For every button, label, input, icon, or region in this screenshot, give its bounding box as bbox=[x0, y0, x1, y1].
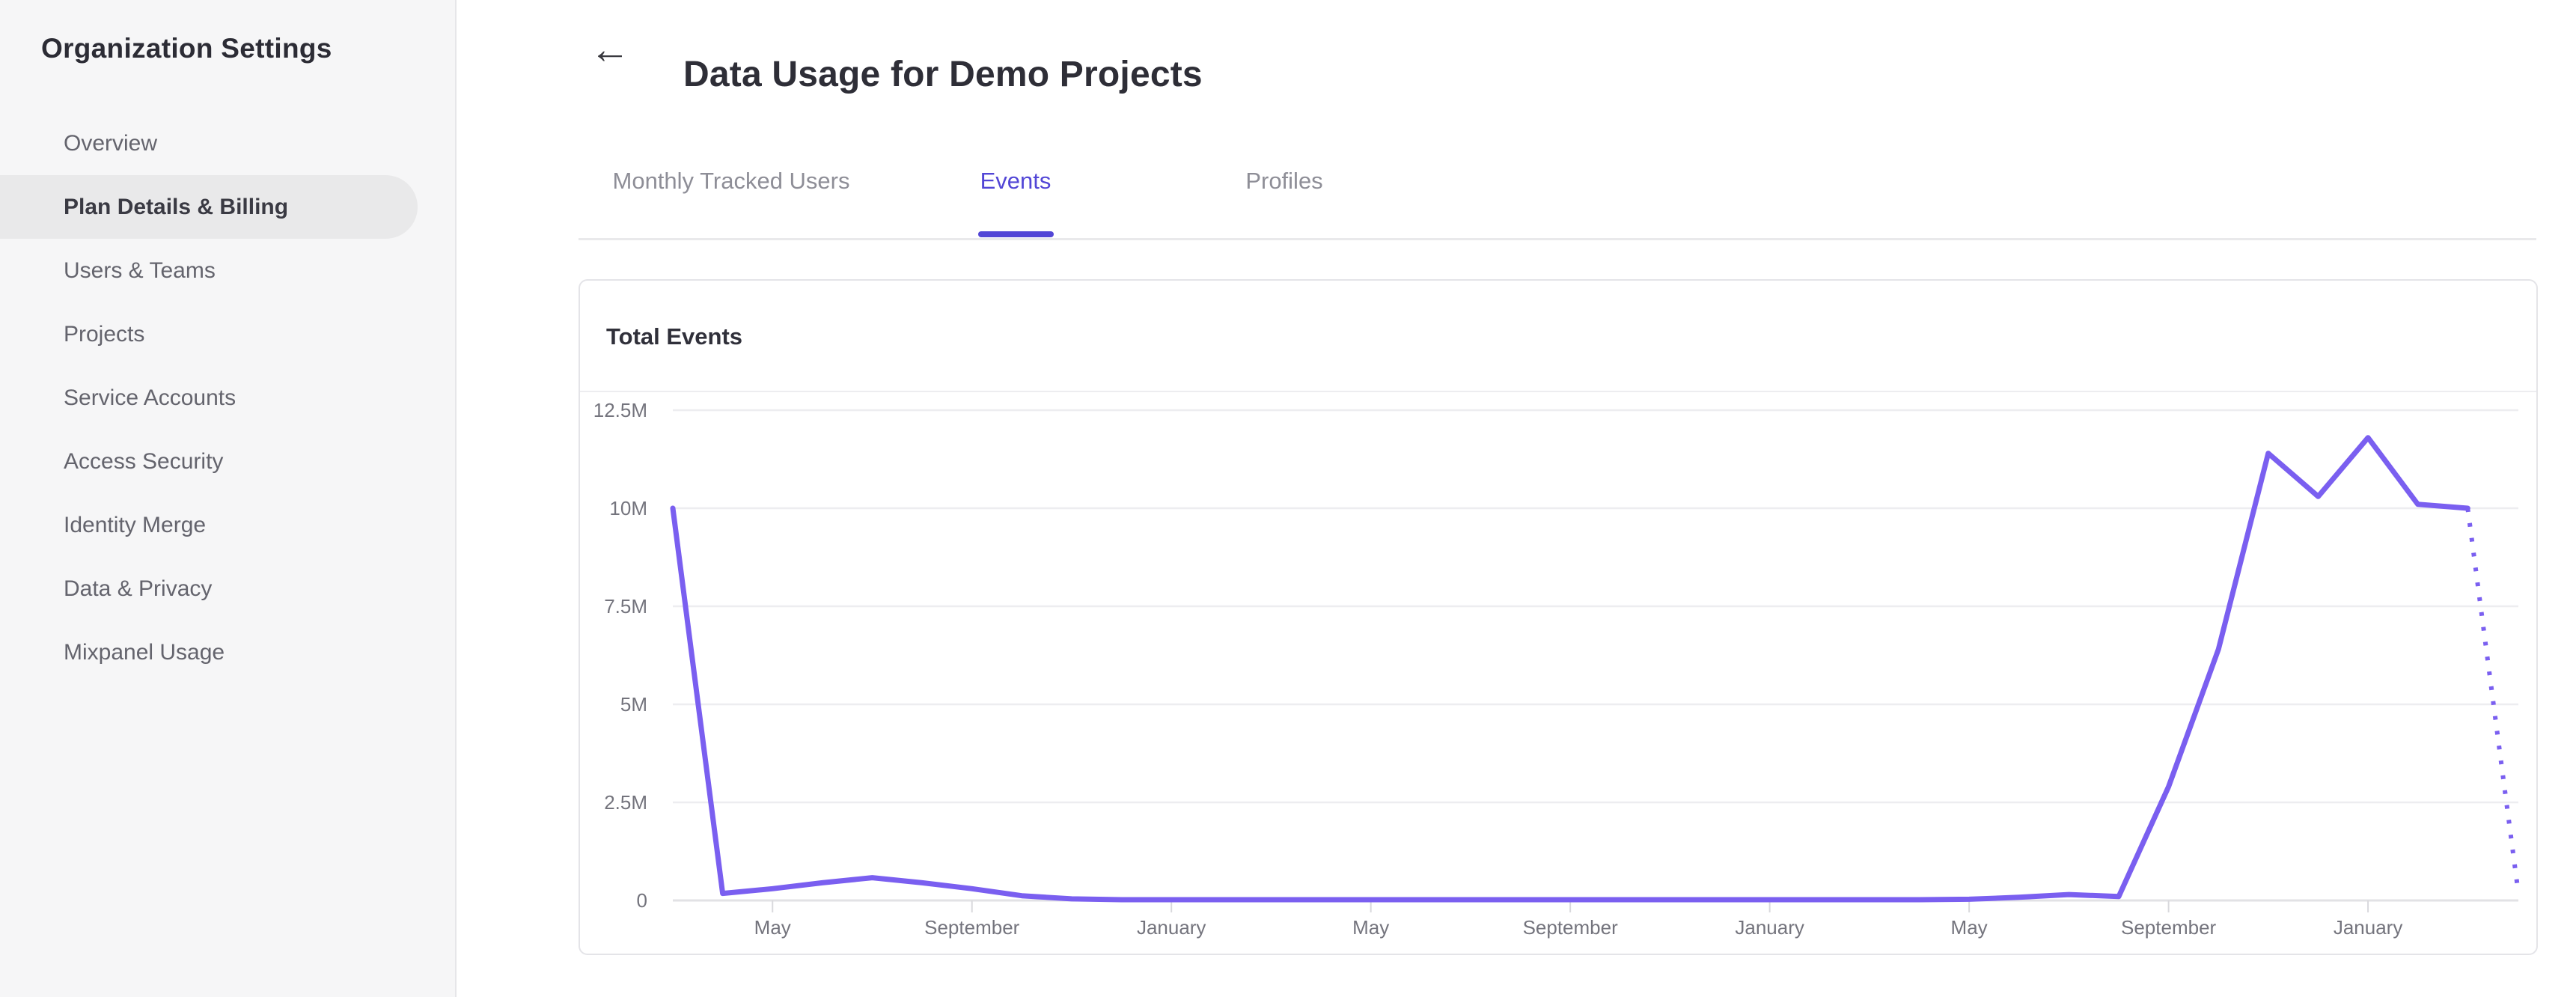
sidebar-item-plan-details-billing[interactable]: Plan Details & Billing bbox=[0, 175, 418, 239]
sidebar: Organization Settings Overview Plan Deta… bbox=[0, 0, 457, 997]
x-axis-label: May bbox=[1352, 916, 1389, 939]
total-events-line-chart: 12.5M 10M 7.5M 5M 2.5M 0 May September January Ma… bbox=[593, 399, 2520, 939]
card-header-divider bbox=[580, 391, 2536, 392]
x-axis-label: September bbox=[2121, 916, 2217, 939]
sidebar-item-users-teams[interactable]: Users & Teams bbox=[64, 258, 216, 283]
sidebar-item-identity-merge[interactable]: Identity Merge bbox=[64, 513, 207, 537]
page-title: Data Usage for Demo Projects bbox=[683, 55, 1203, 95]
sidebar-title: Organization Settings bbox=[41, 33, 332, 64]
tabs-divider bbox=[579, 238, 2536, 240]
x-axis-label: September bbox=[924, 916, 1020, 939]
sidebar-item-data-privacy[interactable]: Data & Privacy bbox=[64, 576, 213, 601]
tab-profiles[interactable]: Profiles bbox=[1245, 168, 1323, 194]
back-arrow-icon[interactable]: ← bbox=[590, 27, 630, 72]
x-axis-label: May bbox=[1951, 916, 1988, 939]
chart-title: Total Events bbox=[606, 323, 743, 350]
tab-events[interactable]: Events bbox=[980, 168, 1052, 194]
x-axis-label: January bbox=[1137, 916, 1206, 939]
x-axis-label: May bbox=[754, 916, 791, 939]
total-events-line bbox=[670, 435, 2470, 903]
y-axis-label: 5M bbox=[620, 693, 647, 716]
sidebar-item-service-accounts[interactable]: Service Accounts bbox=[64, 385, 236, 410]
tab-monthly-tracked-users[interactable]: Monthly Tracked Users bbox=[612, 168, 850, 194]
active-tab-indicator bbox=[978, 231, 1054, 237]
y-axis-label: 2.5M bbox=[604, 791, 647, 814]
y-axis-label: 12.5M bbox=[593, 399, 647, 421]
x-axis-label: January bbox=[2334, 916, 2403, 939]
y-axis-label: 7.5M bbox=[604, 595, 647, 618]
y-axis-label: 10M bbox=[609, 497, 647, 519]
sidebar-item-projects[interactable]: Projects bbox=[64, 322, 145, 347]
x-axis-label: January bbox=[1735, 916, 1804, 939]
sidebar-nav: Overview Plan Details & Billing Users & … bbox=[0, 112, 455, 684]
y-axis-label: 0 bbox=[637, 889, 647, 912]
total-events-projection-dotted bbox=[2465, 507, 2520, 888]
sidebar-item-overview[interactable]: Overview bbox=[64, 131, 158, 156]
sidebar-item-access-security[interactable]: Access Security bbox=[64, 449, 224, 474]
x-axis-label: September bbox=[1523, 916, 1619, 939]
sidebar-item-mixpanel-usage[interactable]: Mixpanel Usage bbox=[64, 640, 225, 665]
